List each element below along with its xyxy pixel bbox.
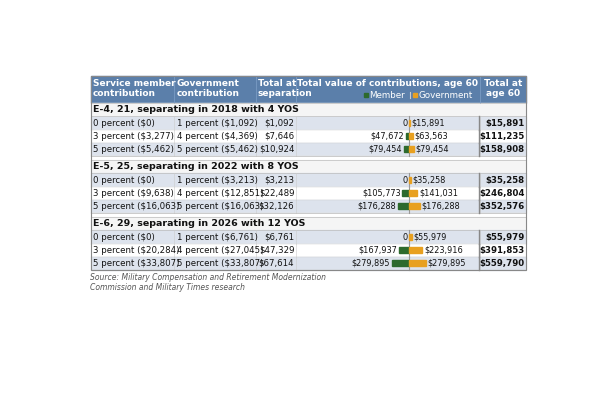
Text: $35,258: $35,258 [413, 176, 446, 184]
Text: 5 percent ($16,063): 5 percent ($16,063) [93, 202, 179, 211]
Bar [91, 173, 526, 186]
Text: 0: 0 [402, 119, 407, 127]
Text: E-6, 29, separating in 2026 with 12 YOS: E-6, 29, separating in 2026 with 12 YOS [93, 219, 305, 228]
Bar [409, 234, 412, 240]
Text: $6,761: $6,761 [264, 233, 295, 241]
Bar [392, 260, 409, 266]
Bar [91, 116, 526, 129]
Text: $63,563: $63,563 [414, 132, 448, 141]
Bar [409, 247, 422, 253]
Bar [91, 160, 526, 173]
Text: $79,454: $79,454 [369, 145, 403, 154]
Bar [91, 243, 526, 257]
Text: 4 percent ($4,369): 4 percent ($4,369) [176, 132, 257, 141]
Text: $246,804: $246,804 [479, 189, 524, 198]
Bar [91, 143, 526, 156]
Text: $559,790: $559,790 [479, 259, 524, 268]
Bar [409, 133, 413, 139]
Bar [398, 203, 409, 210]
Text: 5 percent ($5,462): 5 percent ($5,462) [176, 145, 257, 154]
Text: Government: Government [419, 91, 473, 100]
Text: Government
contribution: Government contribution [176, 79, 239, 98]
Text: $55,979: $55,979 [414, 233, 447, 241]
Text: 1 percent ($3,213): 1 percent ($3,213) [176, 176, 257, 184]
Text: 5 percent ($16,063): 5 percent ($16,063) [176, 202, 263, 211]
Bar [409, 146, 413, 153]
Bar [409, 260, 426, 266]
Bar [404, 146, 409, 153]
Text: $391,853: $391,853 [479, 246, 524, 255]
Text: $10,924: $10,924 [259, 145, 295, 154]
Text: 1 percent ($1,092): 1 percent ($1,092) [176, 119, 257, 127]
Bar [409, 120, 410, 126]
Text: $158,908: $158,908 [479, 145, 524, 154]
Bar [398, 247, 409, 253]
Text: 0 percent ($0): 0 percent ($0) [93, 119, 155, 127]
Text: 5 percent ($33,807): 5 percent ($33,807) [93, 259, 179, 268]
Text: 0 percent ($0): 0 percent ($0) [93, 176, 155, 184]
Bar [413, 93, 418, 97]
Text: $111,235: $111,235 [479, 132, 524, 141]
Text: $15,891: $15,891 [412, 119, 445, 127]
Bar [91, 103, 526, 116]
Bar [91, 257, 526, 270]
Text: 3 percent ($9,638): 3 percent ($9,638) [93, 189, 173, 198]
Bar [403, 190, 409, 196]
Text: $1,092: $1,092 [265, 119, 295, 127]
Bar [91, 129, 526, 143]
Text: 4 percent ($12,851): 4 percent ($12,851) [176, 189, 263, 198]
Bar [91, 76, 526, 103]
Text: $279,895: $279,895 [427, 259, 466, 268]
Bar [91, 186, 526, 200]
Text: Member: Member [370, 91, 405, 100]
Text: Service member
contribution: Service member contribution [93, 79, 175, 98]
Text: 5 percent ($33,807): 5 percent ($33,807) [176, 259, 263, 268]
Text: Total at
separation: Total at separation [258, 79, 313, 98]
Text: $167,937: $167,937 [358, 246, 397, 255]
Text: E-4, 21, separating in 2018 with 4 YOS: E-4, 21, separating in 2018 with 4 YOS [93, 105, 299, 114]
Text: 5 percent ($5,462): 5 percent ($5,462) [93, 145, 174, 154]
Text: $7,646: $7,646 [264, 132, 295, 141]
Bar [409, 190, 418, 196]
Text: $223,916: $223,916 [424, 246, 463, 255]
Text: Total at
age 60: Total at age 60 [484, 79, 522, 98]
Bar [91, 230, 526, 243]
Text: $141,031: $141,031 [419, 189, 458, 198]
Text: $3,213: $3,213 [264, 176, 295, 184]
Text: 3 percent ($20,284): 3 percent ($20,284) [93, 246, 179, 255]
Text: 4 percent ($27,045): 4 percent ($27,045) [176, 246, 263, 255]
Text: Total value of contributions, age 60: Total value of contributions, age 60 [297, 79, 478, 88]
Text: $22,489: $22,489 [259, 189, 295, 198]
Text: $105,773: $105,773 [362, 189, 401, 198]
Bar [91, 76, 526, 270]
Text: 1 percent ($6,761): 1 percent ($6,761) [176, 233, 257, 241]
Text: $176,288: $176,288 [358, 202, 397, 211]
Bar [409, 203, 419, 210]
Text: 0 percent ($0): 0 percent ($0) [93, 233, 155, 241]
Bar [91, 156, 526, 160]
Text: E-5, 25, separating in 2022 with 8 YOS: E-5, 25, separating in 2022 with 8 YOS [93, 162, 298, 171]
Bar [364, 93, 368, 97]
Bar [406, 133, 409, 139]
Text: $352,576: $352,576 [479, 202, 524, 211]
Bar [91, 217, 526, 230]
Text: Source: Military Compensation and Retirement Modernization
Commission and Milita: Source: Military Compensation and Retire… [91, 273, 326, 292]
Bar [91, 213, 526, 217]
Text: 0: 0 [402, 233, 407, 241]
Text: $47,672: $47,672 [371, 132, 404, 141]
Bar [91, 200, 526, 213]
Text: $79,454: $79,454 [415, 145, 449, 154]
Bar [409, 177, 411, 183]
Text: $35,258: $35,258 [485, 176, 524, 184]
Text: $279,895: $279,895 [352, 259, 390, 268]
Text: $55,979: $55,979 [485, 233, 524, 241]
Text: $32,126: $32,126 [259, 202, 295, 211]
Text: $15,891: $15,891 [485, 119, 524, 127]
Text: $176,288: $176,288 [421, 202, 460, 211]
Text: $67,614: $67,614 [259, 259, 295, 268]
Text: 0: 0 [402, 176, 407, 184]
Text: 3 percent ($3,277): 3 percent ($3,277) [93, 132, 174, 141]
Text: $47,329: $47,329 [259, 246, 295, 255]
